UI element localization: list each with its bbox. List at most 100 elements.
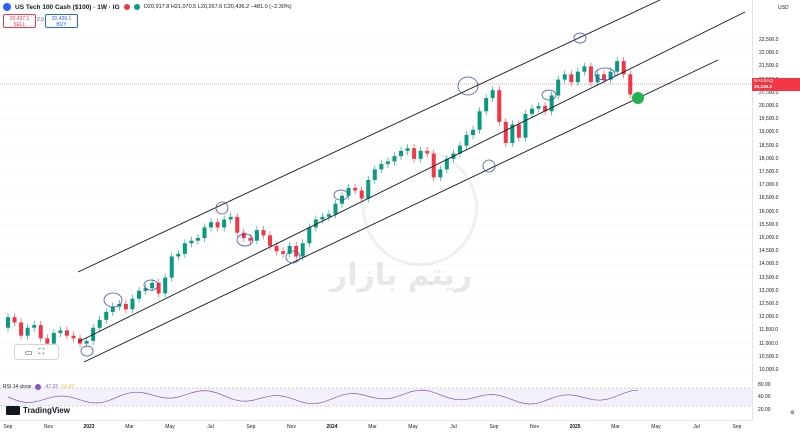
- candle-body: [582, 66, 587, 72]
- candle-body: [320, 216, 325, 220]
- price-tick: 15,000.0: [759, 235, 779, 241]
- candle-body: [307, 227, 312, 244]
- sell-button[interactable]: 20,437.1 SELL: [3, 14, 36, 28]
- fullscreen-icon[interactable]: ⛶: [38, 347, 45, 356]
- candle-body: [222, 219, 227, 228]
- rsi-ma-value: 56.83: [61, 384, 75, 390]
- tradingview-logo-text: TradingView: [23, 406, 70, 415]
- comment-icon[interactable]: ▭: [25, 347, 33, 357]
- candle-body: [123, 304, 128, 310]
- chart-header: US Tech 100 Cash ($100) · 1W · IG O20,91…: [0, 0, 750, 14]
- price-tick: 13,500.0: [759, 274, 779, 281]
- candle-body: [477, 111, 482, 130]
- rsi-settings-icon[interactable]: [35, 384, 42, 390]
- candle-body: [405, 148, 410, 151]
- candle-body: [353, 187, 358, 191]
- candle-body: [19, 322, 24, 336]
- candle-body: [562, 74, 567, 80]
- candle-body: [150, 282, 155, 289]
- touch-circle: [143, 279, 159, 291]
- price-tick: 17,500.0: [759, 169, 779, 175]
- candle-body: [25, 327, 30, 336]
- candle-body: [313, 219, 318, 228]
- time-tick: Nov: [530, 424, 539, 430]
- candle-body: [110, 306, 115, 312]
- tradingview-logo[interactable]: TradingView: [6, 406, 70, 415]
- last-price-symbol: NASSAQ: [754, 78, 774, 83]
- rsi-tick: 80.00: [758, 382, 771, 388]
- candle-body: [97, 319, 102, 328]
- touch-markers: [80, 32, 616, 357]
- candle-body: [169, 256, 174, 278]
- candle-body: [602, 74, 607, 80]
- candle-body: [326, 214, 331, 217]
- candle-body: [163, 277, 168, 294]
- candle-body: [228, 216, 233, 220]
- price-tick: 16,500.0: [759, 195, 779, 202]
- candle-body: [287, 245, 292, 254]
- candle-body: [104, 311, 109, 320]
- candle-body: [45, 338, 50, 344]
- touch-circle: [594, 67, 616, 81]
- time-tick: Sep: [489, 424, 499, 430]
- price-tick: 12,000.0: [759, 314, 779, 321]
- last-price-countdown: 5d 18h: [754, 90, 769, 95]
- candle-body: [536, 106, 541, 109]
- price-tick: 15,500.0: [759, 221, 779, 228]
- candle-body: [281, 251, 286, 254]
- candle-body: [6, 317, 10, 328]
- price-tick: 22,500.0: [759, 37, 779, 43]
- candle-body: [615, 61, 620, 72]
- candle-body: [274, 245, 279, 252]
- watermark-logo: [362, 150, 478, 266]
- sell-price: 20,437.1: [9, 16, 30, 22]
- candle-body: [58, 330, 63, 334]
- us-flag-icon: [3, 3, 11, 11]
- drawing-toolbar: ▭ ⛶: [14, 344, 59, 360]
- price-tick: 12,500.0: [759, 301, 779, 307]
- spread-value: 2.0: [37, 17, 44, 23]
- price-axis[interactable]: 22,500.022,000.021,500.021,000.020,500.0…: [752, 0, 800, 420]
- candle-body: [254, 230, 259, 241]
- time-tick: Mar: [611, 424, 620, 430]
- rsi-tick: 20.00: [758, 407, 771, 413]
- candle-body: [497, 90, 502, 122]
- rsi-value: 47.33: [45, 384, 58, 390]
- candle-body: [484, 98, 489, 112]
- buy-button[interactable]: 20,439.1 BUY: [45, 14, 78, 28]
- touch-circle: [285, 250, 301, 264]
- candle-body: [261, 230, 266, 236]
- time-tick: Jul: [693, 424, 700, 430]
- price-tick: 10,500.0: [759, 353, 779, 360]
- price-tick: 20,500.0: [759, 89, 779, 96]
- price-tick: 11,000.0: [759, 340, 779, 347]
- touch-circle: [482, 159, 496, 173]
- rsi-title[interactable]: RSI 14 close: [3, 384, 32, 390]
- price-tick: 16,000.0: [759, 208, 779, 215]
- time-tick: 2023: [83, 424, 95, 430]
- candle-body: [38, 325, 43, 339]
- touch-circle: [236, 233, 254, 247]
- symbol-title[interactable]: US Tech 100 Cash ($100) · 1W · IG: [15, 3, 120, 11]
- time-tick: Nov: [287, 424, 296, 430]
- currency-label[interactable]: USD: [778, 5, 789, 11]
- time-tick: 2025: [569, 424, 581, 430]
- candle-body: [202, 227, 207, 238]
- last-price-tag: NASSAQ 20,436.2 5d 18h: [752, 78, 800, 95]
- candle-body: [457, 145, 462, 154]
- candle-body: [84, 340, 89, 344]
- settings-icon[interactable]: ⚙: [790, 410, 795, 416]
- time-tick: May: [408, 424, 418, 430]
- candle-body: [294, 245, 299, 257]
- candle-body: [346, 187, 351, 196]
- rsi-band: [0, 388, 752, 406]
- sell-label: SELL: [13, 22, 26, 28]
- candle-body: [608, 71, 613, 80]
- touch-circle: [333, 189, 349, 201]
- price-tick: 21,500.0: [759, 63, 779, 70]
- candle-body: [333, 203, 338, 215]
- time-tick: Sep: [3, 424, 13, 430]
- candle-body: [182, 243, 187, 254]
- candle-body: [12, 317, 17, 323]
- time-axis[interactable]: Sep Nov 2023 Mar May Jul Sep Nov 2024 Mar May Jul Se…: [0, 420, 752, 432]
